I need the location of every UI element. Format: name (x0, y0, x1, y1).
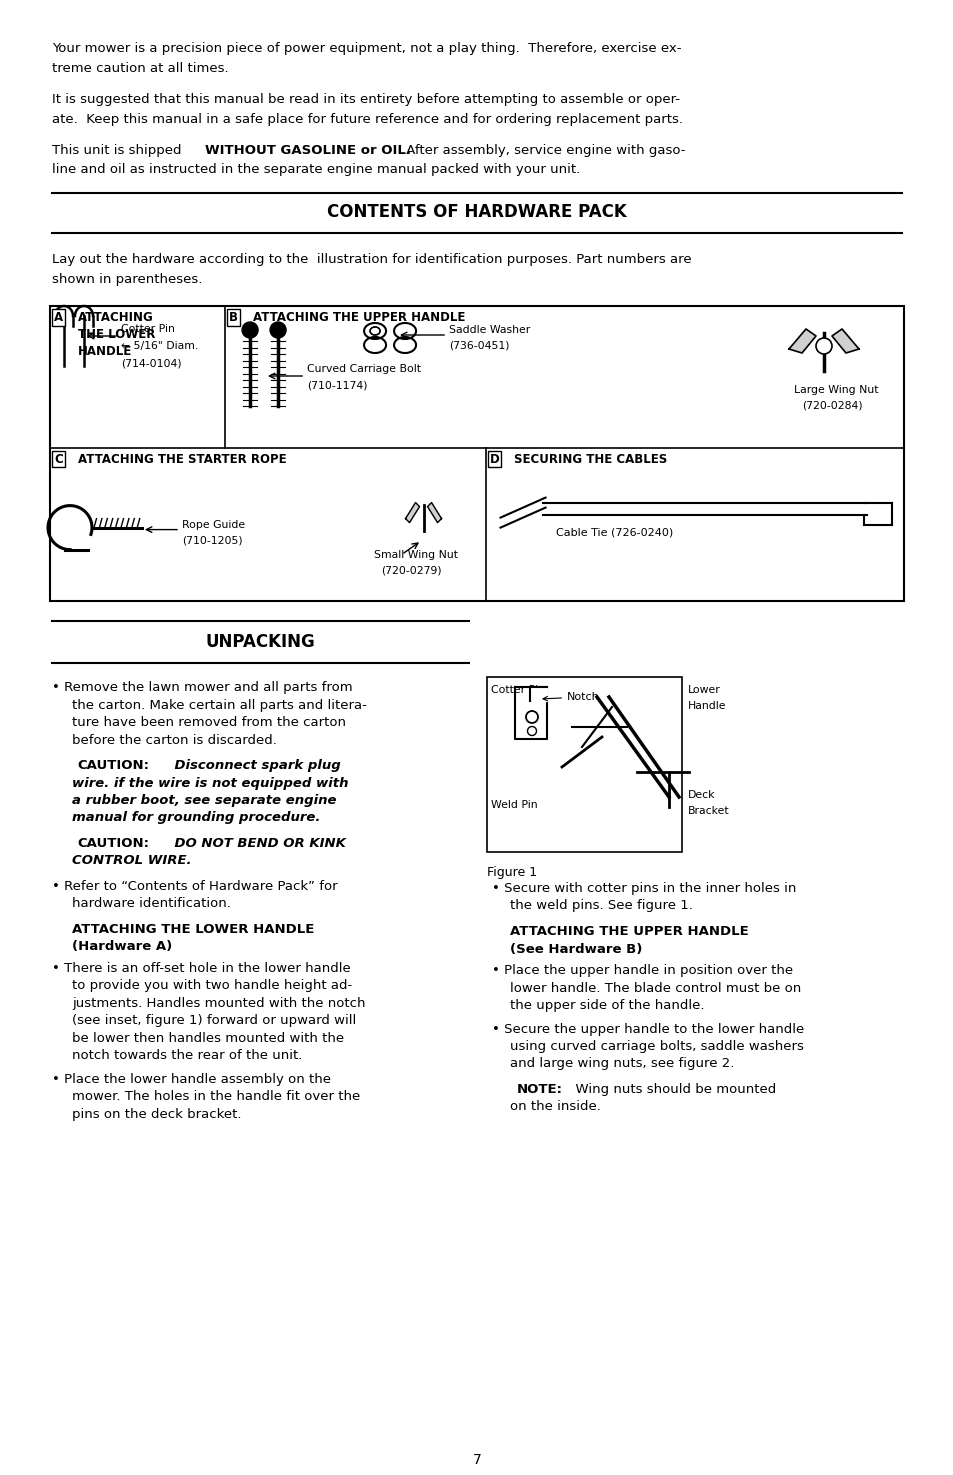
Circle shape (242, 322, 258, 338)
Text: • Place the upper handle in position over the: • Place the upper handle in position ove… (492, 965, 792, 976)
Text: manual for grounding procedure.: manual for grounding procedure. (71, 811, 320, 825)
Text: and large wing nuts, see figure 2.: and large wing nuts, see figure 2. (510, 1058, 734, 1071)
Text: (see inset, figure 1) forward or upward will: (see inset, figure 1) forward or upward … (71, 1015, 355, 1028)
Polygon shape (831, 329, 858, 353)
Text: ATTACHING THE LOWER HANDLE: ATTACHING THE LOWER HANDLE (71, 923, 314, 937)
Text: • Remove the lawn mower and all parts from: • Remove the lawn mower and all parts fr… (52, 681, 353, 695)
Polygon shape (405, 503, 419, 522)
Text: (714-0104): (714-0104) (121, 358, 181, 367)
Text: This unit is shipped: This unit is shipped (52, 145, 186, 156)
Text: (710-1174): (710-1174) (307, 381, 367, 391)
Text: Deck: Deck (687, 791, 715, 799)
Text: Cotter Pin: Cotter Pin (491, 684, 544, 695)
Text: Figure 1: Figure 1 (486, 866, 537, 879)
Text: ture have been removed from the carton: ture have been removed from the carton (71, 715, 346, 729)
Text: Disconnect spark plug: Disconnect spark plug (152, 760, 340, 771)
Text: UNPACKING: UNPACKING (206, 633, 315, 650)
Text: Bracket: Bracket (687, 805, 729, 816)
Text: ATTACHING THE UPPER HANDLE: ATTACHING THE UPPER HANDLE (253, 311, 465, 324)
Text: Wing nuts should be mounted: Wing nuts should be mounted (566, 1083, 775, 1096)
Text: using curved carriage bolts, saddle washers: using curved carriage bolts, saddle wash… (510, 1040, 803, 1053)
Text: B: B (229, 311, 238, 324)
Text: line and oil as instructed in the separate engine manual packed with your unit.: line and oil as instructed in the separa… (52, 164, 579, 177)
Text: After assembly, service engine with gaso-: After assembly, service engine with gaso… (401, 145, 685, 156)
Text: to provide you with two handle height ad-: to provide you with two handle height ad… (71, 979, 352, 993)
Bar (486, 677, 681, 853)
Text: notch towards the rear of the unit.: notch towards the rear of the unit. (71, 1050, 302, 1062)
Text: ate.  Keep this manual in a safe place for future reference and for ordering rep: ate. Keep this manual in a safe place fo… (52, 112, 682, 125)
Text: ← 5/16" Diam.: ← 5/16" Diam. (121, 341, 198, 351)
Text: Saddle Washer: Saddle Washer (449, 324, 530, 335)
Text: (Hardware A): (Hardware A) (71, 941, 172, 953)
Text: Your mower is a precision piece of power equipment, not a play thing.  Therefore: Your mower is a precision piece of power… (52, 41, 680, 55)
Circle shape (270, 322, 286, 338)
Text: Small Wing Nut: Small Wing Nut (374, 550, 457, 559)
Text: be lower then handles mounted with the: be lower then handles mounted with the (71, 1032, 344, 1044)
Text: Lower: Lower (687, 684, 720, 695)
Text: (710-1205): (710-1205) (182, 535, 242, 546)
Text: Large Wing Nut: Large Wing Nut (793, 385, 878, 395)
Text: Cotter Pin: Cotter Pin (121, 324, 174, 333)
Text: ATTACHING THE STARTER ROPE: ATTACHING THE STARTER ROPE (78, 453, 286, 466)
Text: THE LOWER: THE LOWER (78, 327, 155, 341)
Text: • Place the lower handle assembly on the: • Place the lower handle assembly on the (52, 1072, 331, 1086)
Polygon shape (788, 329, 815, 353)
Text: Lay out the hardware according to the  illustration for identification purposes.: Lay out the hardware according to the il… (52, 254, 691, 266)
Text: • Secure the upper handle to the lower handle: • Secure the upper handle to the lower h… (492, 1022, 803, 1035)
Text: wire. if the wire is not equipped with: wire. if the wire is not equipped with (71, 776, 348, 789)
Text: justments. Handles mounted with the notch: justments. Handles mounted with the notc… (71, 997, 365, 1010)
Text: a rubber boot, see separate engine: a rubber boot, see separate engine (71, 794, 336, 807)
Text: It is suggested that this manual be read in its entirety before attempting to as: It is suggested that this manual be read… (52, 93, 679, 106)
Text: mower. The holes in the handle fit over the: mower. The holes in the handle fit over … (71, 1090, 360, 1103)
Text: WITHOUT GASOLINE or OIL.: WITHOUT GASOLINE or OIL. (205, 145, 411, 156)
Text: • Refer to “Contents of Hardware Pack” for: • Refer to “Contents of Hardware Pack” f… (52, 881, 337, 892)
Text: (720-0279): (720-0279) (381, 565, 441, 575)
Text: Weld Pin: Weld Pin (491, 799, 537, 810)
Text: (736-0451): (736-0451) (449, 341, 509, 351)
Text: • Secure with cotter pins in the inner holes in: • Secure with cotter pins in the inner h… (492, 882, 796, 895)
Text: CONTENTS OF HARDWARE PACK: CONTENTS OF HARDWARE PACK (327, 204, 626, 221)
Text: 7: 7 (472, 1453, 481, 1468)
Text: CONTROL WIRE.: CONTROL WIRE. (71, 854, 192, 867)
Text: Curved Carriage Bolt: Curved Carriage Bolt (307, 364, 420, 375)
Text: Cable Tie (726-0240): Cable Tie (726-0240) (555, 528, 672, 537)
Text: SECURING THE CABLES: SECURING THE CABLES (513, 453, 666, 466)
Text: C: C (54, 453, 63, 466)
Text: on the inside.: on the inside. (510, 1100, 600, 1114)
Text: the carton. Make certain all parts and litera-: the carton. Make certain all parts and l… (71, 699, 367, 711)
Text: D: D (489, 453, 498, 466)
Text: pins on the deck bracket.: pins on the deck bracket. (71, 1108, 241, 1121)
Text: CAUTION:: CAUTION: (77, 760, 149, 771)
Text: • There is an off-set hole in the lower handle: • There is an off-set hole in the lower … (52, 962, 351, 975)
Text: ATTACHING THE UPPER HANDLE: ATTACHING THE UPPER HANDLE (510, 925, 748, 938)
Text: Handle: Handle (687, 701, 726, 711)
Text: Notch: Notch (542, 692, 599, 702)
Text: (See Hardware B): (See Hardware B) (510, 943, 641, 956)
Polygon shape (530, 687, 546, 701)
Text: CAUTION:: CAUTION: (77, 836, 149, 850)
Bar (50, 305, 903, 600)
Text: Rope Guide: Rope Guide (182, 519, 245, 530)
Polygon shape (427, 503, 441, 522)
Text: the weld pins. See figure 1.: the weld pins. See figure 1. (510, 900, 692, 913)
Text: NOTE:: NOTE: (517, 1083, 562, 1096)
Text: (720-0284): (720-0284) (801, 401, 862, 412)
Text: HANDLE: HANDLE (78, 345, 132, 358)
Text: DO NOT BEND OR KINK: DO NOT BEND OR KINK (152, 836, 345, 850)
Text: A: A (54, 311, 63, 324)
Circle shape (815, 338, 831, 354)
Text: before the carton is discarded.: before the carton is discarded. (71, 733, 276, 746)
Text: treme caution at all times.: treme caution at all times. (52, 62, 229, 75)
Text: ATTACHING: ATTACHING (78, 311, 153, 324)
Text: the upper side of the handle.: the upper side of the handle. (510, 999, 703, 1012)
Text: hardware identification.: hardware identification. (71, 897, 231, 910)
Text: lower handle. The blade control must be on: lower handle. The blade control must be … (510, 981, 801, 994)
Text: shown in parentheses.: shown in parentheses. (52, 273, 202, 286)
